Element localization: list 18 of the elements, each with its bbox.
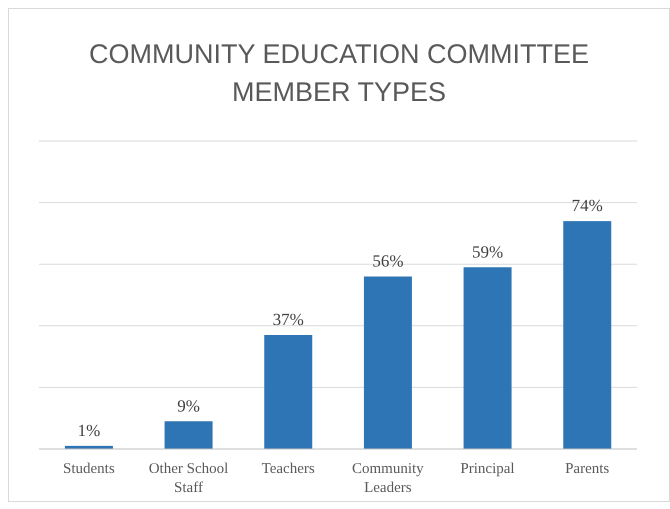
data-label: 59%: [472, 242, 504, 262]
data-label: 37%: [272, 310, 304, 330]
data-label: 74%: [572, 196, 603, 216]
data-label: 9%: [177, 396, 200, 416]
data-label: 1%: [78, 420, 100, 440]
x-tick-label: Students: [62, 461, 115, 477]
bar: [464, 267, 512, 449]
bar: [563, 221, 612, 449]
bar: [364, 276, 412, 449]
x-tick-label: Other School Staff: [148, 461, 228, 496]
x-tick-label: Principal: [460, 461, 515, 477]
bar: [264, 335, 312, 449]
data-label: 56%: [372, 252, 404, 271]
x-tick-label: Teachers: [262, 461, 315, 477]
x-tick-label: Community Leaders: [352, 461, 424, 496]
x-tick-label: Parents: [565, 461, 610, 477]
chart-title: COMMUNITY EDUCATION COMMITTEE MEMBER TYPES: [88, 38, 590, 109]
bar: [164, 421, 213, 449]
